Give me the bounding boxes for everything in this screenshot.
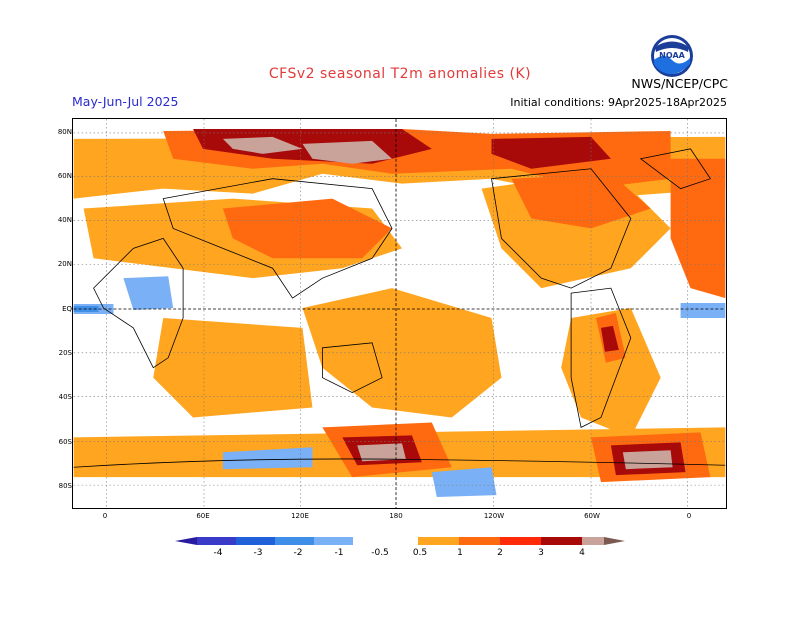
map-title: CFSv2 seasonal T2m anomalies (K) (268, 66, 532, 82)
lat-label-80n: 80N (57, 128, 72, 136)
colorbar-label: 3 (538, 548, 544, 558)
cool-anomaly-regions (73, 276, 726, 498)
coastlines (73, 148, 726, 468)
lat-label-40n: 40N (57, 216, 72, 224)
noaa-logo-icon: NOAA (651, 35, 693, 77)
colorbar-label: 2 (497, 548, 503, 558)
lat-label-80s: 80S (58, 482, 72, 490)
lat-label-eq: EQ (62, 305, 72, 313)
svg-text:NOAA: NOAA (659, 51, 685, 60)
colorbar-label: -1 (334, 548, 344, 558)
lat-label-20n: 20N (57, 260, 72, 268)
lon-label-0-right: 0 (686, 512, 692, 520)
colorbar-label: -3 (253, 548, 263, 558)
lat-label-60s: 60S (58, 438, 72, 446)
lat-label-20s: 20S (58, 349, 72, 357)
lon-label-60w: 60W (584, 512, 600, 520)
lat-label-40s: 40S (58, 393, 72, 401)
lon-label-60e: 60E (196, 512, 210, 520)
agency-label: NWS/NCEP/CPC (631, 76, 728, 91)
colorbar (175, 537, 625, 545)
lon-label-120w: 120W (483, 512, 505, 520)
warm-anomaly-regions (73, 128, 726, 483)
colorbar-label: 0.5 (412, 548, 428, 558)
lon-label-120e: 120E (291, 512, 309, 520)
equator-and-dateline (73, 119, 726, 508)
lat-label-60n: 60N (57, 172, 72, 180)
colorbar-arrow-warm (604, 537, 625, 545)
anomaly-map (72, 118, 727, 509)
lon-label-180: 180 (389, 512, 403, 520)
lon-label-0: 0 (102, 512, 108, 520)
colorbar-label: -2 (293, 548, 303, 558)
initial-conditions-label: Initial conditions: 9Apr2025-18Apr2025 (510, 96, 727, 109)
gridlines (73, 119, 726, 508)
season-label: May-Jun-Jul 2025 (72, 94, 179, 109)
colorbar-label: -4 (213, 548, 223, 558)
colorbar-label: -0.5 (371, 548, 389, 558)
colorbar-arrow-cold (175, 537, 197, 545)
colorbar-label: 4 (579, 548, 585, 558)
colorbar-label: 1 (457, 548, 463, 558)
